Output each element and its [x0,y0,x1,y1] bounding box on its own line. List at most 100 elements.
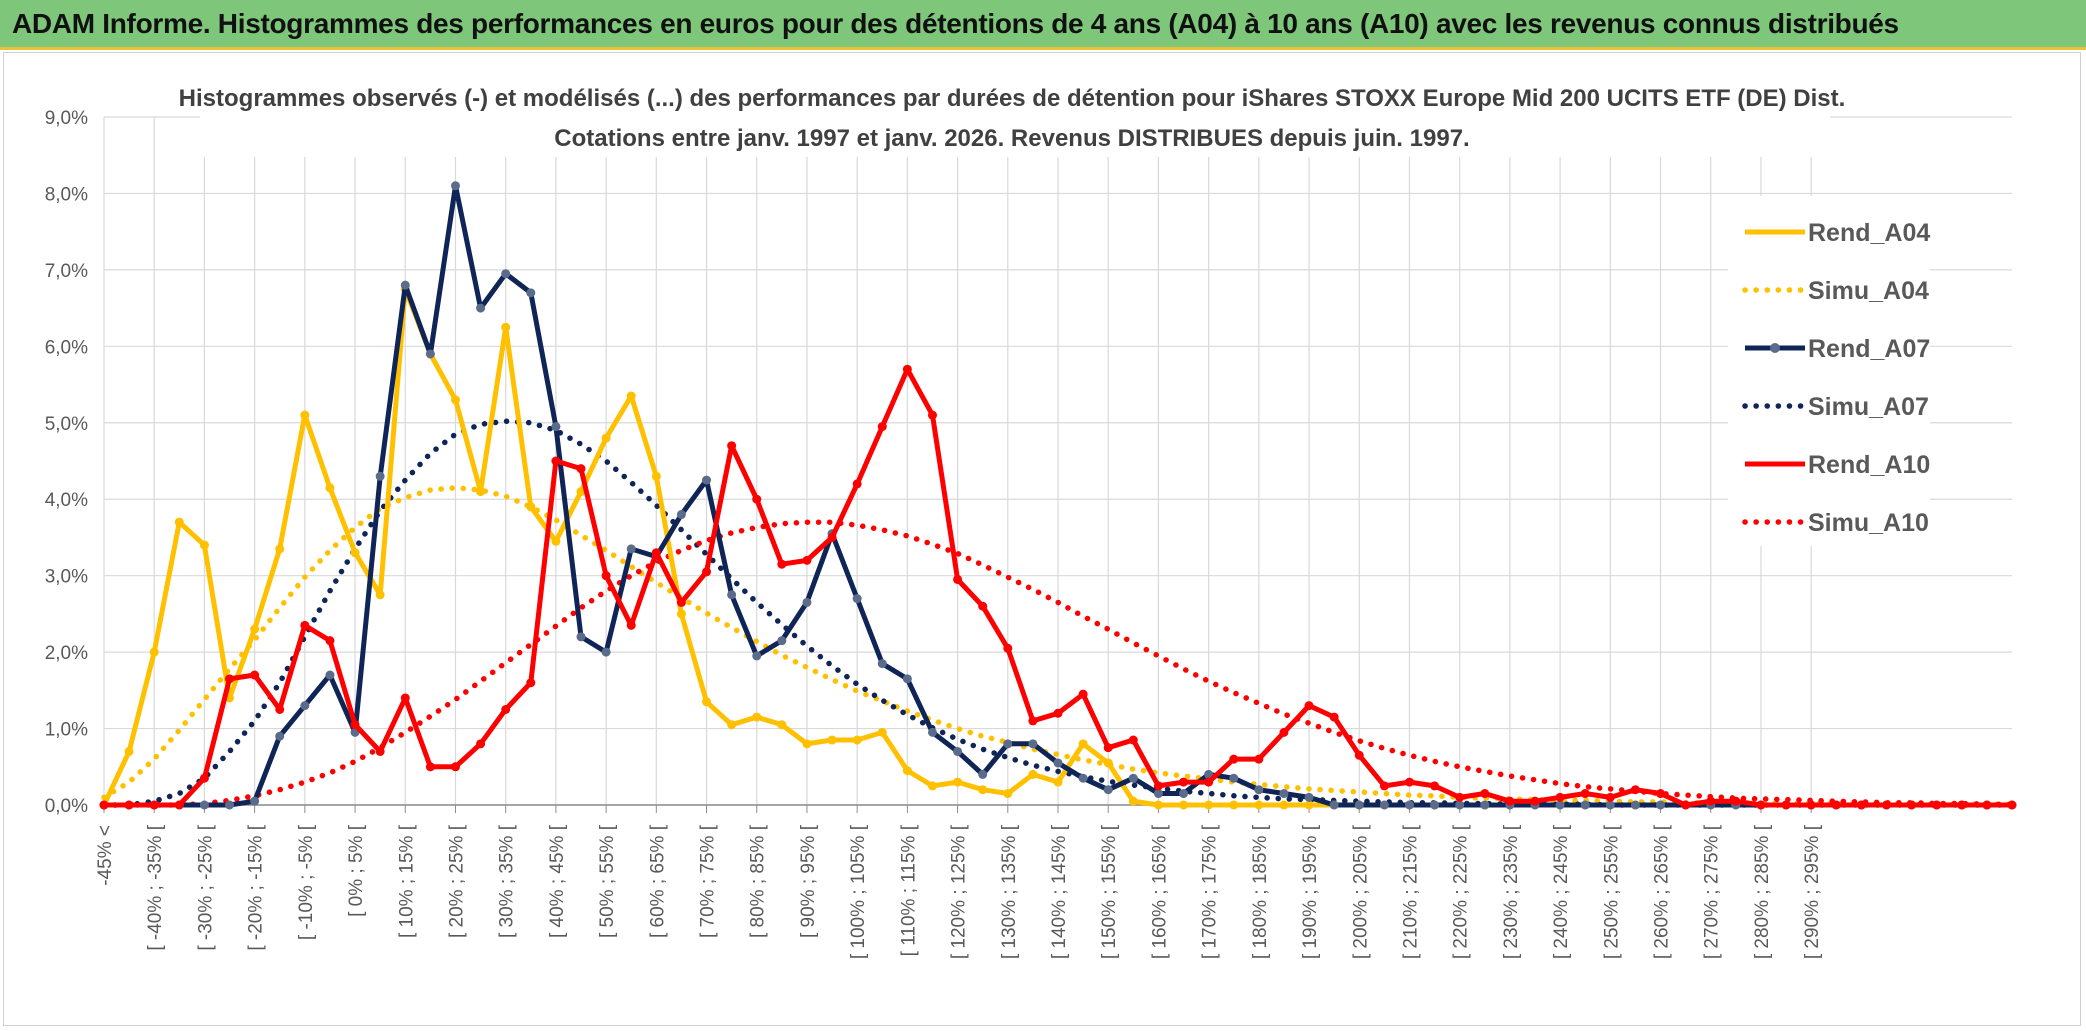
x-tick-label: [ 140% ; 145% [ [1049,824,1070,959]
data-point-Rend_A07 [400,280,410,290]
data-point-Rend_A10 [425,762,435,772]
data-point-Rend_A07 [250,796,260,806]
data-point-Rend_A04 [1179,800,1189,810]
data-point-Rend_A04 [450,395,460,405]
x-tick-label: [ 80% ; 85% [ [748,824,769,938]
data-point-Rend_A10 [702,567,712,577]
report-banner: ADAM Informe. Histogrammes des performan… [0,0,2086,50]
legend-label: Simu_A07 [1808,393,1929,421]
y-tick-label: 3,0% [45,567,88,588]
data-point-Rend_A04 [953,777,963,787]
data-point-Rend_A04 [526,502,536,512]
data-point-Rend_A10 [375,746,385,756]
legend-label: Rend_A07 [1808,335,1930,363]
y-tick-label: 4,0% [45,490,88,511]
data-point-Rend_A10 [1781,800,1791,810]
data-point-Rend_A04 [124,746,134,756]
data-point-Rend_A10 [1379,781,1389,791]
data-point-Rend_A10 [1229,754,1239,764]
data-point-Rend_A10 [400,693,410,703]
data-point-Rend_A07 [199,800,209,810]
x-tick-label: [ 190% ; 195% [ [1300,824,1321,959]
x-tick-label: [ 230% ; 235% [ [1501,824,1522,959]
data-point-Rend_A07 [375,471,385,481]
data-point-Rend_A10 [1329,712,1339,722]
x-tick-label: [ 120% ; 125% [ [949,824,970,959]
data-point-Rend_A07 [902,674,912,684]
data-point-Rend_A10 [1430,781,1440,791]
data-point-Rend_A07 [1404,800,1414,810]
data-point-Rend_A04 [1229,800,1239,810]
data-point-Rend_A10 [1179,777,1189,787]
data-point-Rend_A07 [1028,739,1038,749]
series-line-Simu_A10 [101,519,2015,808]
x-tick-label: [ 100% ; 105% [ [848,824,869,959]
data-point-Rend_A10 [1204,777,1214,787]
data-point-Rend_A07 [676,510,686,520]
x-tick-label: [ -30% ; -25% [ [195,824,216,950]
data-point-Rend_A04 [1254,800,1264,810]
data-point-Rend_A10 [651,548,661,558]
x-tick-label: [ -20% ; -15% [ [246,824,267,950]
x-tick-label: [ 180% ; 185% [ [1250,824,1271,959]
data-point-Rend_A10 [1304,701,1314,711]
y-tick-label: 1,0% [45,720,88,741]
data-point-Rend_A10 [676,597,686,607]
legend-label: Simu_A10 [1808,509,1929,537]
x-tick-label: [ 150% ; 155% [ [1099,824,1120,959]
x-tick-label: [ 130% ; 135% [ [999,824,1020,959]
data-point-Rend_A04 [501,322,511,332]
x-tick-label: [ 30% ; 35% [ [497,824,518,938]
series-Rend_A10 [99,364,2017,810]
data-point-Rend_A07 [1580,800,1590,810]
data-point-Rend_A10 [777,559,787,569]
legend: Rend_A04 Simu_A04 Rend_A07 Simu_A07 Rend_A10… [1728,196,1930,546]
data-point-Rend_A10 [250,670,260,680]
data-point-Rend_A10 [450,762,460,772]
x-axis-ticks: -45% < [ -40% ; -35% [[ -30% ; -25% [[ -2… [95,824,1823,959]
y-axis-ticks: 0,0% 1,0% 2,0% 3,0% 4,0% 5,0% 6,0% 7,0% 8,0% 9,0% [45,108,88,817]
series-line-Simu_A04 [101,485,2015,807]
series-Simu_A07 [101,418,2015,808]
x-tick-label: [ 10% ; 15% [ [396,824,417,938]
data-point-Rend_A07 [953,746,963,756]
data-point-Rend_A10 [1480,789,1490,799]
data-point-Rend_A10 [275,704,285,714]
data-point-Rend_A04 [927,781,937,791]
data-point-Rend_A10 [877,422,887,432]
data-point-Rend_A10 [1756,800,1766,810]
title-backdrop [200,77,1830,157]
data-point-Rend_A07 [802,597,812,607]
data-point-Rend_A10 [1455,792,1465,802]
data-point-Rend_A04 [1279,800,1289,810]
x-tick-label: -45% < [95,825,116,886]
data-point-Rend_A10 [1078,689,1088,699]
data-point-Rend_A07 [225,800,235,810]
legend-item-Rend_A07: Rend_A07 [1745,335,1930,363]
data-point-Rend_A10 [501,704,511,714]
chart-frame [3,52,2081,1026]
data-point-Rend_A07 [1153,789,1163,799]
x-tick-label: [ 20% ; 25% [ [446,824,467,938]
data-point-Rend_A10 [1630,785,1640,795]
data-point-Rend_A10 [953,574,963,584]
data-point-Rend_A07 [526,288,536,298]
y-tick-label: 2,0% [45,643,88,664]
data-point-Rend_A07 [1354,800,1364,810]
data-point-Rend_A10 [1605,792,1615,802]
data-point-Rend_A10 [827,532,837,542]
data-point-Rend_A07 [852,594,862,604]
data-point-Rend_A04 [626,391,636,401]
data-point-Rend_A07 [752,651,762,661]
data-point-Rend_A10 [1530,796,1540,806]
legend-box [1728,196,1930,546]
data-point-Rend_A07 [601,647,611,657]
data-point-Rend_A10 [1128,735,1138,745]
data-point-Rend_A10 [1354,750,1364,760]
data-point-Rend_A04 [1003,789,1013,799]
chart-subtitle: Cotations entre janv. 1997 et janv. 2026… [554,125,1469,152]
data-point-Rend_A07 [727,590,737,600]
x-tick-label: [ 70% ; 75% [ [698,824,719,938]
data-point-Rend_A07 [1430,800,1440,810]
legend-item-Simu_A10: Simu_A10 [1742,509,1929,537]
